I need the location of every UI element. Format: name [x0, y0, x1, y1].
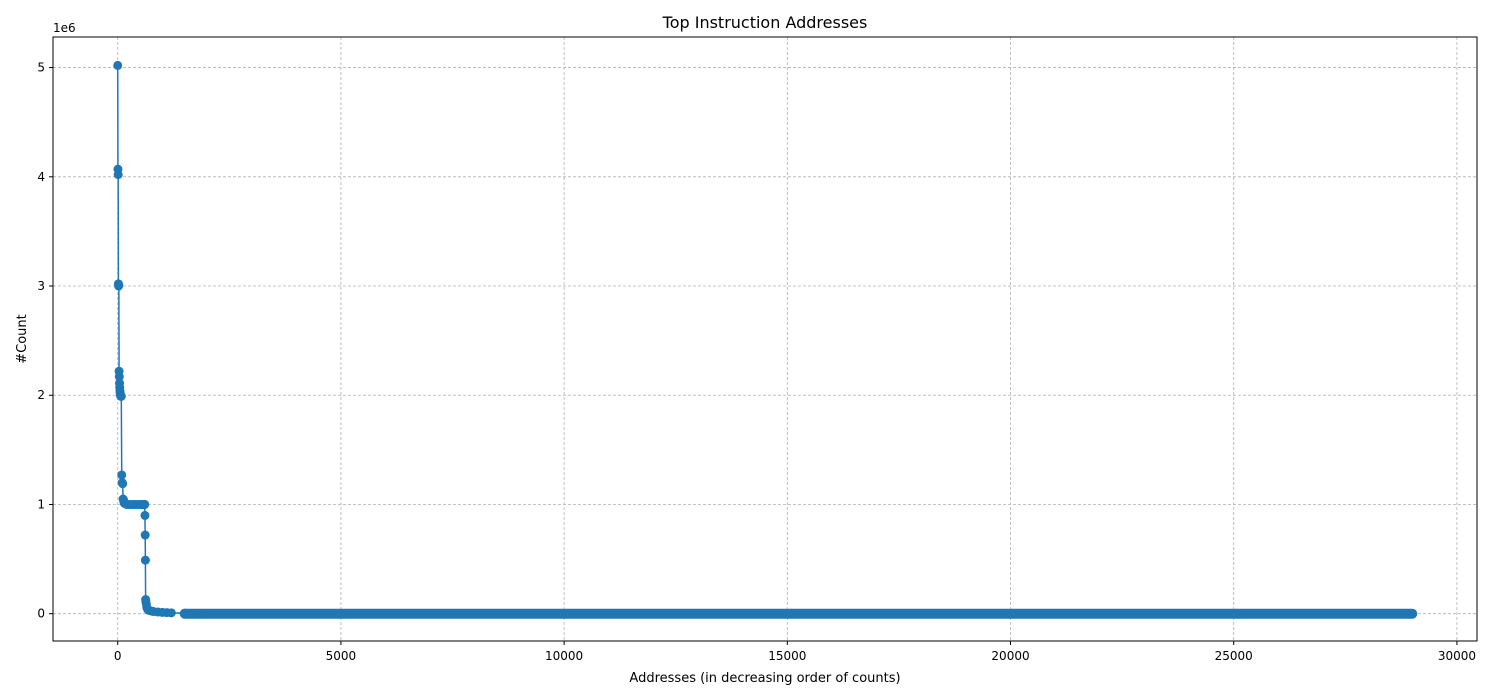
x-tick-label: 15000 — [768, 649, 806, 663]
y-axis-offset-label: 1e6 — [53, 21, 76, 35]
x-axis-title: Addresses (in decreasing order of counts… — [629, 671, 900, 686]
series-point — [140, 530, 150, 540]
series-point — [180, 608, 190, 618]
y-axis: 0 1 2 3 4 5 — [37, 61, 53, 621]
series-layer — [113, 60, 1418, 619]
series-point — [166, 608, 176, 618]
y-tick-label: 3 — [37, 279, 45, 293]
y-tick-label: 2 — [37, 388, 45, 402]
x-tick-label: 20000 — [991, 649, 1029, 663]
x-tick-label: 10000 — [545, 649, 583, 663]
series-point — [113, 170, 123, 180]
series-point — [140, 499, 150, 509]
y-tick-label: 1 — [37, 497, 45, 511]
y-axis-title: #Count — [15, 314, 30, 364]
chart-title: Top Instruction Addresses — [662, 13, 868, 32]
y-tick-label: 5 — [37, 61, 45, 75]
series-point — [202, 608, 212, 618]
series-point — [117, 470, 127, 480]
series-point — [114, 280, 124, 290]
x-axis: 0 5000 10000 15000 20000 25000 30000 — [114, 641, 1476, 663]
series-point — [140, 555, 150, 565]
series-point — [1407, 609, 1417, 619]
x-tick-label: 30000 — [1438, 649, 1476, 663]
series-point — [116, 391, 126, 401]
series-point — [114, 372, 124, 382]
series-point — [118, 479, 128, 489]
x-tick-label: 0 — [114, 649, 122, 663]
x-tick-label: 25000 — [1215, 649, 1253, 663]
plot-area-frame — [52, 36, 1478, 642]
series-point — [113, 60, 123, 70]
x-tick-label: 5000 — [326, 649, 357, 663]
y-tick-label: 0 — [37, 607, 45, 621]
y-tick-label: 4 — [37, 170, 45, 184]
series-point — [140, 510, 150, 520]
